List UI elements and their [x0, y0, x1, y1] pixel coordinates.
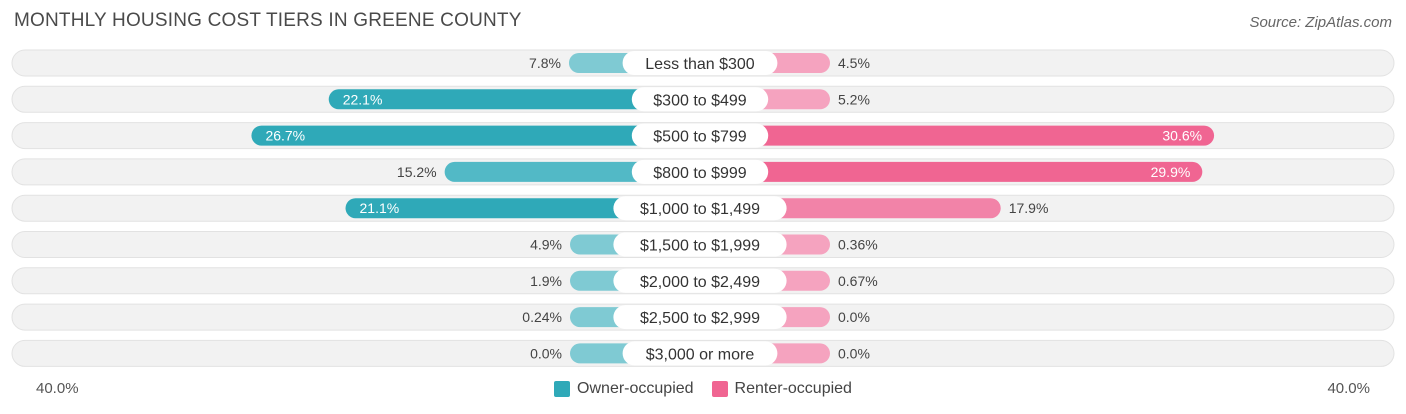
- value-label-owner: 22.1%: [343, 91, 383, 107]
- category-label: $800 to $999: [653, 165, 747, 182]
- category-label-pill: [622, 341, 778, 366]
- legend-label-renter: Renter-occupied: [734, 380, 852, 397]
- value-label-renter: 0.0%: [838, 309, 870, 325]
- category-label-pill: [631, 123, 769, 148]
- bar-renter: [700, 161, 1203, 182]
- category-label-pill: [631, 159, 769, 184]
- source-label: Source: ZipAtlas.com: [1249, 14, 1392, 31]
- legend-item-renter: Renter-occupied: [711, 380, 852, 398]
- value-label-renter: 29.9%: [1151, 164, 1191, 180]
- category-label-pill: [613, 196, 787, 221]
- category-label: $3,000 or more: [646, 346, 755, 363]
- bar-owner: [251, 125, 700, 146]
- axis-right-label: 40.0%: [1327, 380, 1370, 397]
- bar-renter: [700, 125, 1215, 146]
- category-label: $2,000 to $2,499: [640, 274, 760, 291]
- value-label-owner: 0.0%: [530, 345, 562, 361]
- category-label: $1,000 to $1,499: [640, 201, 760, 218]
- bar-owner: [328, 89, 700, 110]
- value-label-owner: 26.7%: [265, 128, 305, 144]
- axis-left-label: 40.0%: [36, 380, 79, 397]
- category-label: $2,500 to $2,999: [640, 310, 760, 327]
- legend-swatch-renter: [711, 381, 728, 397]
- chart-title: MONTHLY HOUSING COST TIERS IN GREENE COU…: [14, 10, 522, 31]
- category-label: $500 to $799: [653, 129, 747, 146]
- value-label-renter: 4.5%: [838, 55, 870, 71]
- value-label-renter: 0.36%: [838, 237, 878, 253]
- legend-item-owner: Owner-occupied: [554, 380, 694, 398]
- category-label-pill: [631, 87, 769, 112]
- legend-swatch-owner: [554, 381, 571, 397]
- legend: Owner-occupied Renter-occupied: [0, 378, 1406, 400]
- value-label-renter: 0.67%: [838, 273, 878, 289]
- value-label-owner: 1.9%: [530, 273, 562, 289]
- legend-label-owner: Owner-occupied: [577, 380, 694, 397]
- category-label: $1,500 to $1,999: [640, 238, 760, 255]
- category-label: $300 to $499: [653, 92, 747, 109]
- category-label-pill: [622, 51, 778, 75]
- value-label-owner: 15.2%: [397, 164, 437, 180]
- value-label-renter: 30.6%: [1162, 128, 1202, 144]
- value-label-owner: 4.9%: [530, 237, 562, 253]
- category-label: Less than $300: [645, 56, 755, 73]
- category-label-pill: [613, 268, 787, 293]
- value-label-renter: 0.0%: [838, 345, 870, 361]
- value-label-renter: 17.9%: [1009, 200, 1049, 216]
- value-label-owner: 7.8%: [529, 55, 561, 71]
- category-label-pill: [613, 305, 787, 330]
- value-label-owner: 21.1%: [360, 200, 400, 216]
- value-label-owner: 0.24%: [522, 309, 562, 325]
- category-label-pill: [613, 232, 787, 257]
- value-label-renter: 5.2%: [838, 91, 870, 107]
- bar-owner: [345, 198, 700, 219]
